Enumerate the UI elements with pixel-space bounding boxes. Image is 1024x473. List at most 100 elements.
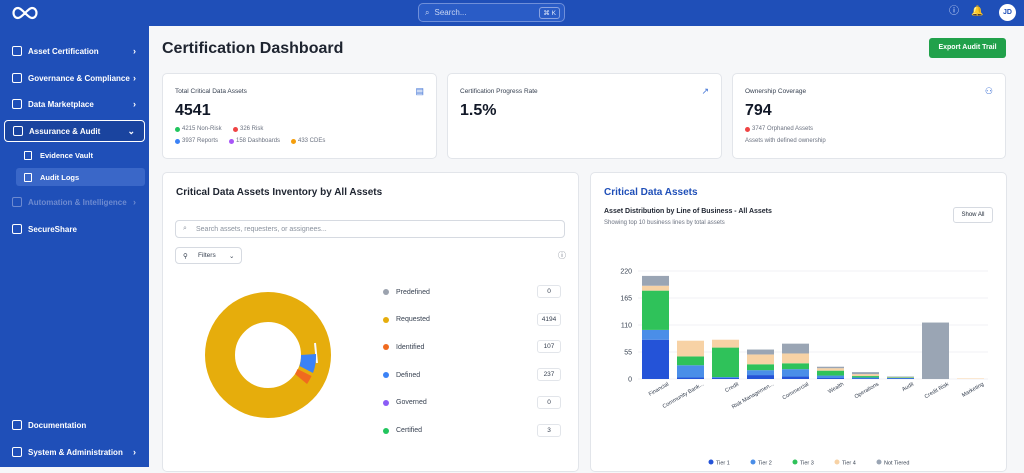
bar-segment-tier-2[interactable] [852, 378, 879, 379]
x-tick-label: Credit Risk [924, 381, 951, 400]
top-bar: ⌕ Search... ⌘ K ⓘ 🔔 JD [0, 0, 1024, 26]
legend-swatch [877, 460, 882, 465]
x-tick-label: Audit [901, 381, 915, 393]
x-tick-label: Wealth [827, 382, 845, 396]
x-tick-label: Commercial [782, 382, 810, 402]
sidebar-item-data-marketplace[interactable]: Data Marketplace› [4, 93, 145, 115]
kpi-card-ownership: Ownership Coverage 794 ⚇ 3747 Orphaned A… [732, 73, 1006, 159]
bar-segment-tier-4[interactable] [747, 354, 774, 364]
kpi-card-total-assets: Total Critical Data Assets 4541 ▤ 4215 N… [162, 73, 437, 159]
bar-segment-tier-2[interactable] [677, 365, 704, 377]
bar-segment-tier-1[interactable] [642, 340, 669, 379]
bar-segment-tier-3[interactable] [642, 291, 669, 330]
bar-segment-tier-3[interactable] [712, 348, 739, 377]
bar-segment-not-tiered[interactable] [922, 323, 949, 379]
bar-segment-tier-1[interactable] [747, 375, 774, 379]
status-dot [383, 400, 389, 406]
chevron-right-icon: › [133, 46, 136, 56]
bar-segment-tier-4[interactable] [852, 374, 879, 376]
document-icon [24, 173, 32, 182]
bar-segment-tier-2[interactable] [747, 370, 774, 375]
y-tick-label: 165 [620, 296, 632, 303]
bar-segment-tier-2[interactable] [782, 369, 809, 376]
sidebar-item-assurance-audit[interactable]: Assurance & Audit⌄ [4, 120, 145, 142]
sidebar: Asset Certification› Governance & Compli… [0, 26, 149, 467]
bar-segment-tier-1[interactable] [817, 378, 844, 379]
legend-label: Tier 4 [842, 461, 856, 467]
bar-segment-tier-1[interactable] [712, 378, 739, 379]
bot-icon [12, 197, 22, 207]
inventory-search-input[interactable]: ⌕Search assets, requesters, or assignees… [175, 220, 565, 238]
bar-segment-tier-4[interactable] [817, 368, 844, 370]
filters-button[interactable]: ⚲Filters⌄ [175, 247, 242, 264]
bar-segment-tier-2[interactable] [817, 376, 844, 378]
bar-segment-tier-2[interactable] [712, 377, 739, 378]
status-dot [383, 317, 389, 323]
bar-segment-tier-3[interactable] [852, 376, 879, 377]
sidebar-item-system-admin[interactable]: System & Administration› [4, 441, 145, 463]
bar-segment-not-tiered[interactable] [747, 350, 774, 355]
bell-icon[interactable]: 🔔 [971, 6, 983, 18]
bar-segment-not-tiered[interactable] [782, 344, 809, 354]
x-tick-label: Operations [854, 381, 881, 400]
x-tick-label: Financial [648, 382, 670, 398]
bar-segment-tier-2[interactable] [642, 330, 669, 340]
sidebar-item-asset-certification[interactable]: Asset Certification› [4, 40, 145, 62]
store-icon [12, 99, 22, 109]
bar-segment-tier-4[interactable] [782, 353, 809, 363]
global-search-input[interactable]: ⌕ Search... ⌘ K [418, 3, 565, 22]
export-audit-trail-button[interactable]: Export Audit Trail [929, 38, 1006, 58]
bar-segment-tier-4[interactable] [642, 286, 669, 291]
show-all-button[interactable]: Show All [953, 207, 993, 223]
bar-segment-tier-4[interactable] [712, 340, 739, 348]
trend-up-icon: ↗ [701, 86, 709, 97]
status-dot [383, 372, 389, 378]
legend-swatch [709, 460, 714, 465]
sidebar-item-secureshare[interactable]: SecureShare [4, 218, 145, 240]
main-content: Certification Dashboard Export Audit Tra… [149, 26, 1024, 467]
legend-label: Tier 3 [800, 461, 814, 467]
bar-segment-tier-1[interactable] [782, 377, 809, 379]
chevron-down-icon: ⌄ [229, 252, 234, 260]
bar-segment-not-tiered[interactable] [852, 372, 879, 374]
bar-segment-tier-3[interactable] [747, 364, 774, 370]
bar-segment-tier-3[interactable] [782, 363, 809, 369]
shield-icon [12, 73, 22, 83]
share-icon [12, 224, 22, 234]
sidebar-item-documentation[interactable]: Documentation [4, 414, 145, 436]
legend-swatch [793, 460, 798, 465]
cda-card: Critical Data Assets Asset Distribution … [590, 172, 1007, 472]
filter-icon: ⚲ [183, 252, 188, 260]
status-dot [383, 289, 389, 295]
status-row-defined[interactable]: Defined 237 [383, 368, 563, 382]
bar-segment-not-tiered[interactable] [817, 367, 844, 368]
sidebar-item-governance[interactable]: Governance & Compliance› [4, 67, 145, 89]
status-count: 3 [537, 424, 561, 437]
y-tick-label: 0 [628, 377, 632, 384]
bar-segment-not-tiered[interactable] [642, 276, 669, 286]
help-icon[interactable]: ⓘ [948, 6, 960, 18]
status-count: 237 [537, 368, 561, 381]
clipboard-icon [13, 126, 23, 136]
chevron-down-icon: ⌄ [127, 126, 135, 137]
sidebar-item-audit-logs[interactable]: Audit Logs [16, 168, 145, 186]
bar-segment-tier-1[interactable] [677, 378, 704, 379]
app-logo-icon[interactable] [10, 5, 40, 21]
bar-segment-tier-3[interactable] [677, 356, 704, 365]
search-icon: ⌕ [183, 225, 187, 233]
bar-segment-tier-3[interactable] [817, 371, 844, 376]
avatar[interactable]: JD [999, 4, 1016, 21]
status-dot [383, 344, 389, 350]
sidebar-item-automation[interactable]: Automation & Intelligence› [4, 191, 145, 213]
status-count: 107 [537, 340, 561, 353]
sidebar-item-evidence-vault[interactable]: Evidence Vault [16, 146, 145, 164]
status-label: Defined [396, 372, 420, 379]
info-icon[interactable]: ⓘ [558, 250, 566, 261]
bar-segment-tier-4[interactable] [677, 341, 704, 357]
status-label: Requested [396, 316, 430, 323]
